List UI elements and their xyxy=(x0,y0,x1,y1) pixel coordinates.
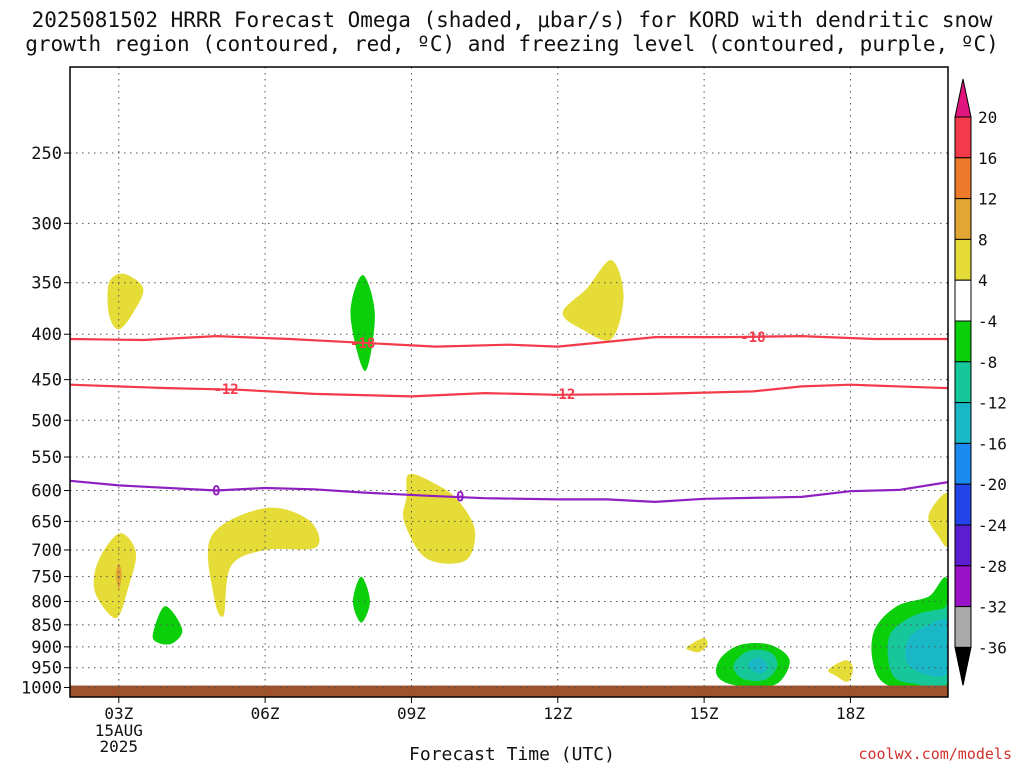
x-tick-label-12Z: 12Z xyxy=(543,704,572,723)
omega-shaded-region-14 xyxy=(928,492,948,547)
y-tick-label-300: 300 xyxy=(31,214,62,234)
contour-line-minus18 xyxy=(70,335,948,348)
colorbar-label-0: 20 xyxy=(978,108,997,127)
omega-shaded-region-3 xyxy=(93,533,137,619)
y-tick-label-600: 600 xyxy=(31,482,62,502)
gridlines xyxy=(70,67,948,697)
colorbar-segment-6 xyxy=(954,361,972,404)
colorbar-segment-7 xyxy=(954,402,972,444)
omega-shaded-region-7 xyxy=(352,576,370,623)
omega-shading-layer xyxy=(93,260,948,697)
omega-shaded-region-12 xyxy=(747,657,768,674)
colorbar-label-3: 8 xyxy=(978,230,988,249)
colorbar-segment-5 xyxy=(954,320,972,363)
colorbar-label-13: -36 xyxy=(978,638,1007,657)
omega-shaded-region-1 xyxy=(562,260,624,341)
colorbar-label-11: -28 xyxy=(978,557,1007,576)
colorbar-label-5: -4 xyxy=(978,312,997,331)
colorbar-label-2: 12 xyxy=(978,190,997,209)
colorbar-segment-11 xyxy=(954,565,972,608)
contour-label-2-1: 0 xyxy=(456,489,464,505)
colorbar-label-10: -24 xyxy=(978,516,1007,535)
y-tick-label-900: 900 xyxy=(31,638,62,658)
x-date-label-0: 15AUG xyxy=(95,721,143,740)
chart-title-line-1: 2025081502 HRRR Forecast Omega (shaded, … xyxy=(31,8,993,32)
colorbar-label-9: -20 xyxy=(978,475,1007,494)
plot-frame xyxy=(69,66,949,698)
x-tick-label-15Z: 15Z xyxy=(690,704,719,723)
chart-title-line-2: growth region (contoured, red, ºC) and f… xyxy=(25,32,999,56)
colorbar-segment-3 xyxy=(954,238,972,281)
y-tick-label-650: 650 xyxy=(31,512,62,532)
colorbar: 20 16 12 8 4 -4 -8 -12 -16 -20 -24 -28 -32 -36 xyxy=(954,78,1007,686)
colorbar-segment-8 xyxy=(954,442,972,485)
x-date-label-1: 2025 xyxy=(100,737,139,756)
colorbar-segment-12 xyxy=(954,606,972,648)
y-tick-label-800: 800 xyxy=(31,592,62,612)
y-axis: 2503003504004505005506006507007508008509… xyxy=(21,144,70,698)
contour-label-1-0: -12 xyxy=(213,382,238,398)
colorbar-segment-10 xyxy=(954,524,972,567)
colorbar-segment-2 xyxy=(954,198,972,240)
contour-label-0-0: -18 xyxy=(350,336,375,352)
y-tick-label-400: 400 xyxy=(31,325,62,345)
y-tick-label-850: 850 xyxy=(31,616,62,636)
y-tick-label-1000: 1000 xyxy=(21,678,62,698)
omega-shaded-region-8 xyxy=(403,473,476,564)
colorbar-segment-4 xyxy=(954,279,972,322)
colorbar-segment-1 xyxy=(954,157,972,200)
contour-layer: -18 -18 -12 -12 0 0 xyxy=(70,330,948,505)
omega-shaded-region-5 xyxy=(152,606,183,645)
colorbar-label-7: -12 xyxy=(978,394,1007,413)
contour-line-0 xyxy=(70,479,948,503)
contour-label-1-1: -12 xyxy=(550,387,575,403)
colorbar-label-1: 16 xyxy=(978,149,997,168)
y-tick-label-250: 250 xyxy=(31,144,62,164)
y-tick-label-500: 500 xyxy=(31,411,62,431)
omega-shaded-region-2 xyxy=(350,275,375,371)
x-tick-label-18Z: 18Z xyxy=(836,704,865,723)
ground-fill xyxy=(70,685,948,697)
contour-label-0-1: -18 xyxy=(740,330,765,346)
x-tick-label-09Z: 09Z xyxy=(397,704,426,723)
y-tick-label-950: 950 xyxy=(31,659,62,679)
omega-shaded-region-17 xyxy=(905,619,948,677)
y-tick-label-450: 450 xyxy=(31,371,62,391)
credit-text: coolwx.com/models xyxy=(858,745,1012,763)
x-tick-label-03Z: 03Z xyxy=(104,704,133,723)
colorbar-segment-0 xyxy=(954,116,972,159)
ground-layer xyxy=(70,685,948,697)
y-tick-label-550: 550 xyxy=(31,448,62,468)
colorbar-label-8: -16 xyxy=(978,434,1007,453)
omega-shaded-region-13 xyxy=(828,660,853,682)
omega-shaded-region-0 xyxy=(107,273,144,330)
colorbar-label-12: -32 xyxy=(978,598,1007,617)
colorbar-segment-9 xyxy=(954,483,972,526)
x-tick-label-06Z: 06Z xyxy=(251,704,280,723)
omega-shaded-region-6 xyxy=(207,507,320,617)
y-tick-label-350: 350 xyxy=(31,274,62,294)
x-axis-title: Forecast Time (UTC) xyxy=(409,744,615,765)
y-tick-label-750: 750 xyxy=(31,568,62,588)
contour-line-minus12 xyxy=(70,383,948,398)
colorbar-top-arrow xyxy=(954,78,972,118)
y-tick-label-700: 700 xyxy=(31,541,62,561)
colorbar-label-4: 4 xyxy=(978,271,988,290)
omega-shaded-region-9 xyxy=(686,638,708,653)
contour-label-2-0: 0 xyxy=(212,484,220,500)
colorbar-bottom-arrow xyxy=(954,646,972,686)
colorbar-label-6: -8 xyxy=(978,353,997,372)
